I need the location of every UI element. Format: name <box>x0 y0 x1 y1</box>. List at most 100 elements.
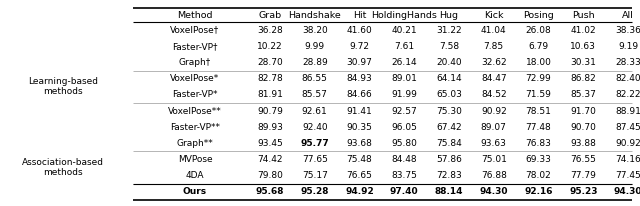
Text: 86.55: 86.55 <box>302 74 328 83</box>
Text: 94.92: 94.92 <box>345 187 374 196</box>
Text: 28.89: 28.89 <box>302 58 328 67</box>
Text: 89.07: 89.07 <box>481 123 507 132</box>
Text: 75.84: 75.84 <box>436 139 462 148</box>
Text: Graph**: Graph** <box>177 139 213 148</box>
Text: 7.85: 7.85 <box>484 42 504 51</box>
Text: 85.57: 85.57 <box>302 90 328 99</box>
Text: 36.28: 36.28 <box>257 26 283 35</box>
Text: 84.66: 84.66 <box>347 90 372 99</box>
Text: Kick: Kick <box>484 11 504 20</box>
Text: 31.22: 31.22 <box>436 26 462 35</box>
Text: 67.42: 67.42 <box>436 123 462 132</box>
Text: 4DA: 4DA <box>186 171 204 180</box>
Text: All: All <box>622 11 634 20</box>
Text: 26.08: 26.08 <box>525 26 552 35</box>
Text: 28.33: 28.33 <box>615 58 640 67</box>
Text: 92.61: 92.61 <box>302 107 328 116</box>
Text: 75.48: 75.48 <box>347 155 372 164</box>
Text: 38.20: 38.20 <box>302 26 328 35</box>
Text: 26.14: 26.14 <box>392 58 417 67</box>
Text: Hit: Hit <box>353 11 366 20</box>
Text: Faster-VP†: Faster-VP† <box>172 42 218 51</box>
Text: 71.59: 71.59 <box>525 90 552 99</box>
Text: 6.79: 6.79 <box>529 42 548 51</box>
Text: 77.48: 77.48 <box>525 123 552 132</box>
Text: 74.42: 74.42 <box>257 155 283 164</box>
Text: 93.45: 93.45 <box>257 139 283 148</box>
Text: 64.14: 64.14 <box>436 74 462 83</box>
Text: 87.45: 87.45 <box>615 123 640 132</box>
Text: 77.65: 77.65 <box>302 155 328 164</box>
Text: 65.03: 65.03 <box>436 90 462 99</box>
Text: 91.41: 91.41 <box>347 107 372 116</box>
Text: 78.51: 78.51 <box>525 107 552 116</box>
Text: 81.91: 81.91 <box>257 90 283 99</box>
Text: 32.62: 32.62 <box>481 58 507 67</box>
Text: 95.77: 95.77 <box>300 139 329 148</box>
Text: 9.99: 9.99 <box>305 42 325 51</box>
Text: 76.65: 76.65 <box>347 171 372 180</box>
Text: 41.02: 41.02 <box>570 26 596 35</box>
Text: 72.99: 72.99 <box>525 74 552 83</box>
Text: VoxelPose**: VoxelPose** <box>168 107 222 116</box>
Text: 90.79: 90.79 <box>257 107 283 116</box>
Text: 95.80: 95.80 <box>391 139 417 148</box>
Text: 96.05: 96.05 <box>391 123 417 132</box>
Text: Faster-VP**: Faster-VP** <box>170 123 220 132</box>
Text: HoldingHands: HoldingHands <box>371 11 437 20</box>
Text: Faster-VP*: Faster-VP* <box>172 90 218 99</box>
Text: 10.22: 10.22 <box>257 42 283 51</box>
Text: 75.30: 75.30 <box>436 107 462 116</box>
Text: 97.40: 97.40 <box>390 187 419 196</box>
Text: Association-based
methods: Association-based methods <box>22 158 104 177</box>
Text: 18.00: 18.00 <box>525 58 552 67</box>
Text: 88.14: 88.14 <box>435 187 463 196</box>
Text: 7.58: 7.58 <box>439 42 459 51</box>
Text: 94.30: 94.30 <box>479 187 508 196</box>
Text: 86.82: 86.82 <box>570 74 596 83</box>
Text: 9.19: 9.19 <box>618 42 638 51</box>
Text: 92.40: 92.40 <box>302 123 328 132</box>
Text: 77.79: 77.79 <box>570 171 596 180</box>
Text: 89.93: 89.93 <box>257 123 283 132</box>
Text: 84.93: 84.93 <box>347 74 372 83</box>
Text: Graph†: Graph† <box>179 58 211 67</box>
Text: 83.75: 83.75 <box>391 171 417 180</box>
Text: 40.21: 40.21 <box>392 26 417 35</box>
Text: Posing: Posing <box>523 11 554 20</box>
Text: 79.80: 79.80 <box>257 171 283 180</box>
Text: 41.60: 41.60 <box>347 26 372 35</box>
Text: 41.04: 41.04 <box>481 26 507 35</box>
Text: 82.78: 82.78 <box>257 74 283 83</box>
Text: 95.68: 95.68 <box>256 187 284 196</box>
Text: MVPose: MVPose <box>178 155 212 164</box>
Text: 30.97: 30.97 <box>347 58 372 67</box>
Text: VoxelPose*: VoxelPose* <box>170 74 220 83</box>
Text: Ours: Ours <box>183 187 207 196</box>
Text: 89.01: 89.01 <box>391 74 417 83</box>
Text: VoxelPose†: VoxelPose† <box>170 26 220 35</box>
Text: 90.92: 90.92 <box>615 139 640 148</box>
Text: 72.83: 72.83 <box>436 171 462 180</box>
Text: 84.47: 84.47 <box>481 74 507 83</box>
Text: 91.70: 91.70 <box>570 107 596 116</box>
Text: 76.88: 76.88 <box>481 171 507 180</box>
Text: 76.55: 76.55 <box>570 155 596 164</box>
Text: 85.37: 85.37 <box>570 90 596 99</box>
Text: 95.23: 95.23 <box>569 187 598 196</box>
Text: 84.52: 84.52 <box>481 90 507 99</box>
Text: Handshake: Handshake <box>289 11 341 20</box>
Text: 9.72: 9.72 <box>349 42 369 51</box>
Text: 90.35: 90.35 <box>347 123 372 132</box>
Text: 75.17: 75.17 <box>302 171 328 180</box>
Text: 78.02: 78.02 <box>525 171 552 180</box>
Text: 77.45: 77.45 <box>615 171 640 180</box>
Text: Grab: Grab <box>259 11 282 20</box>
Text: 91.99: 91.99 <box>391 90 417 99</box>
Text: 92.16: 92.16 <box>524 187 553 196</box>
Text: 94.30: 94.30 <box>614 187 640 196</box>
Text: 57.86: 57.86 <box>436 155 462 164</box>
Text: 93.68: 93.68 <box>347 139 372 148</box>
Text: 74.16: 74.16 <box>615 155 640 164</box>
Text: Method: Method <box>177 11 212 20</box>
